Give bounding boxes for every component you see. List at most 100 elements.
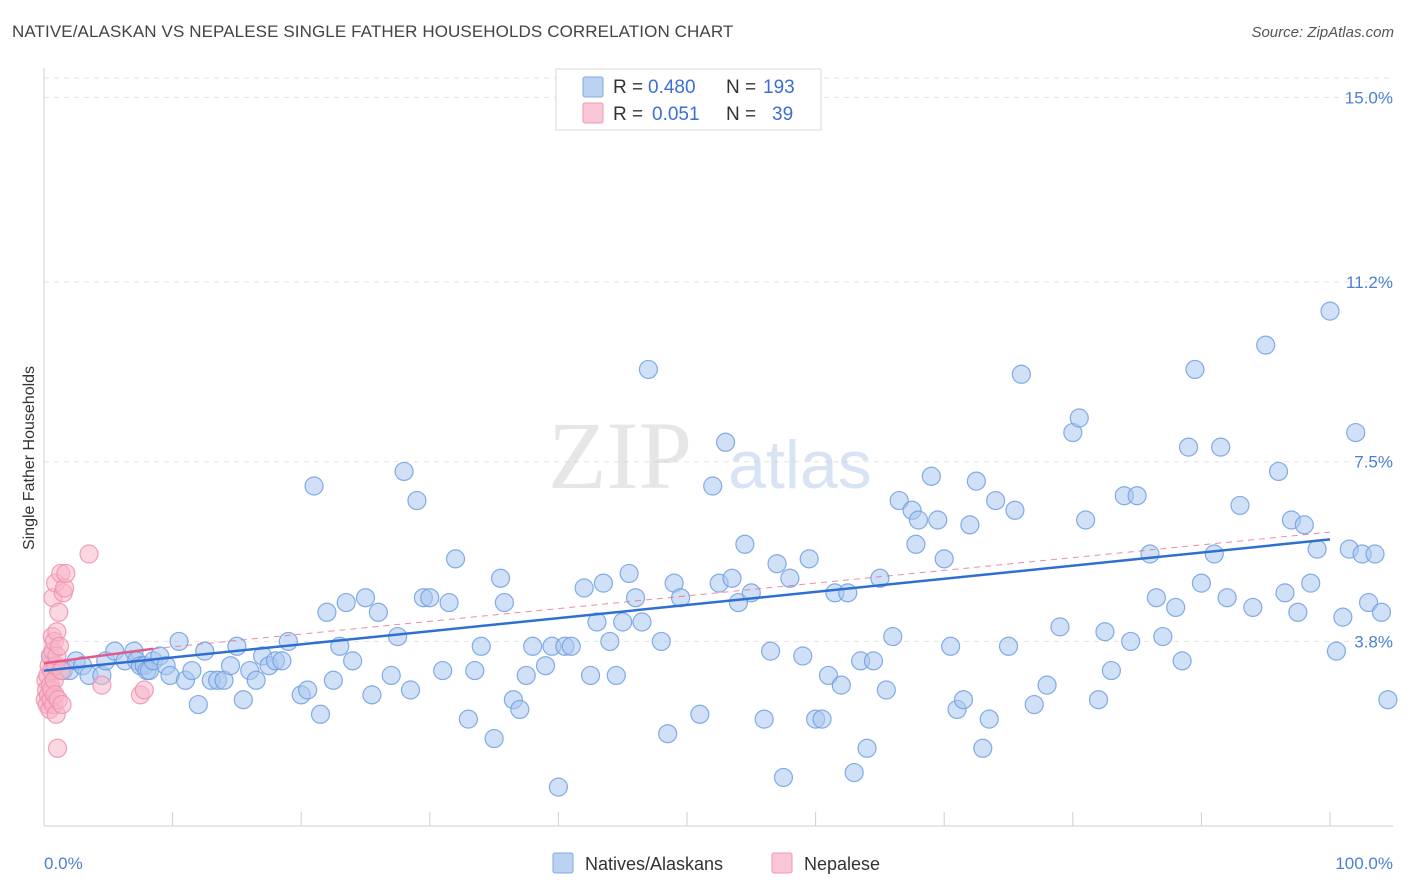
point-natives-alaskans [625,588,646,608]
point-natives-alaskans [272,651,292,671]
point-natives-alaskans [780,568,800,588]
bottom-legend-label-natives: Natives/Alaskans [585,854,723,874]
svg-text:atlas: atlas [728,427,872,503]
point-natives-alaskans [535,656,556,676]
point-natives-alaskans [934,549,954,569]
point-natives-alaskans [812,709,832,729]
point-natives-alaskans [767,554,787,574]
point-natives-alaskans [323,670,343,690]
point-natives-alaskans [831,675,851,695]
point-natives-alaskans [1024,694,1044,715]
point-natives-alaskans [619,563,639,584]
point-natives-alaskans [317,602,337,622]
point-natives-alaskans [1275,583,1295,603]
point-natives-alaskans [1121,631,1141,652]
point-natives-alaskans [928,510,948,530]
point-natives-alaskans [986,490,1006,511]
point-natives-alaskans [169,631,189,652]
point-natives-alaskans [876,680,896,700]
point-natives-alaskans [844,762,864,783]
legend-r-label-2: R = [613,104,643,125]
point-natives-alaskans [1371,602,1392,622]
point-natives-alaskans [1378,690,1398,710]
point-natives-alaskans [651,631,671,652]
point-natives-alaskans [246,670,266,690]
point-natives-alaskans [368,602,388,622]
point-natives-alaskans [863,651,884,671]
point-natives-alaskans [606,665,626,686]
point-natives-alaskans [883,626,903,647]
point-natives-alaskans [818,665,839,686]
y-tick-label: 3.8% [1354,632,1393,651]
bottom-legend-swatch-pink [771,852,793,874]
point-natives-alaskans [574,578,594,598]
point-natives-alaskans [773,767,794,788]
point-natives-alaskans [889,490,909,511]
point-natives-alaskans [1243,597,1263,618]
point-natives-alaskans [966,471,986,491]
point-natives-alaskans [1326,641,1347,661]
point-natives-alaskans [857,738,877,758]
point-natives-alaskans [1076,510,1096,530]
legend-r-value-1: 0.480 [648,77,696,98]
legend: R = 0.480 N = 193 R = 0.051 N = 39 [555,68,822,131]
point-natives-alaskans [490,568,511,588]
y-axis-title: Single Father Households [21,366,38,550]
point-natives-alaskans [722,568,742,588]
legend-n-label-2: N = [726,104,756,125]
legend-swatch-blue [582,76,604,98]
point-natives-alaskans [548,777,569,797]
point-natives-alaskans [1050,617,1070,637]
point-natives-alaskans [703,476,723,496]
point-natives-alaskans [1230,495,1250,516]
point-natives-alaskans [1037,675,1057,695]
point-natives-alaskans [407,490,427,511]
chart-title: NATIVE/ALASKAN VS NEPALESE SINGLE FATHER… [12,22,734,41]
source-credit: Source: ZipAtlas.com [1251,24,1394,41]
trend-line-nepalese [43,647,154,665]
point-natives-alaskans [1256,335,1276,355]
svg-text:ZIP: ZIP [548,402,692,509]
point-natives-alaskans [979,709,999,729]
point-natives-alaskans [760,641,781,661]
point-natives-alaskans [638,359,659,380]
point-natives-alaskans [1069,408,1089,428]
point-natives-alaskans [182,660,202,681]
point-natives-alaskans [494,592,514,613]
point-natives-alaskans [471,636,491,656]
point-natives-alaskans [908,510,929,530]
point-natives-alaskans [220,656,241,676]
point-natives-alaskans [433,660,453,681]
point-natives-alaskans [953,690,974,710]
gridlines [44,77,1393,642]
point-natives-alaskans [1095,622,1115,642]
point-natives-alaskans [510,699,530,720]
point-natives-alaskans [1320,301,1340,321]
bottom-legend-label-nepalese: Nepalese [804,854,880,874]
point-natives-alaskans [336,592,356,613]
point-natives-alaskans [445,549,466,569]
point-nepalese [134,680,154,700]
point-natives-alaskans [658,724,678,744]
point-natives-alaskans [1191,573,1212,593]
point-natives-alaskans [188,694,208,715]
point-natives-alaskans [690,704,710,724]
legend-n-value-2: 39 [772,104,793,125]
point-natives-alaskans [960,515,980,535]
point-natives-alaskans [1294,515,1314,535]
point-natives-alaskans [1172,651,1192,671]
point-natives-alaskans [1178,437,1199,457]
point-natives-alaskans [1307,539,1327,559]
point-natives-alaskans [1211,437,1231,457]
point-nepalese [56,563,76,584]
point-natives-alaskans [394,461,414,482]
point-natives-alaskans [593,573,614,593]
bottom-legend-swatch-blue [552,852,574,874]
point-nepalese [92,675,112,695]
point-nepalese [49,636,70,656]
legend-r-label-1: R = [613,77,643,98]
point-natives-alaskans [1268,461,1289,482]
point-natives-alaskans [420,588,440,608]
point-natives-alaskans [941,636,961,656]
